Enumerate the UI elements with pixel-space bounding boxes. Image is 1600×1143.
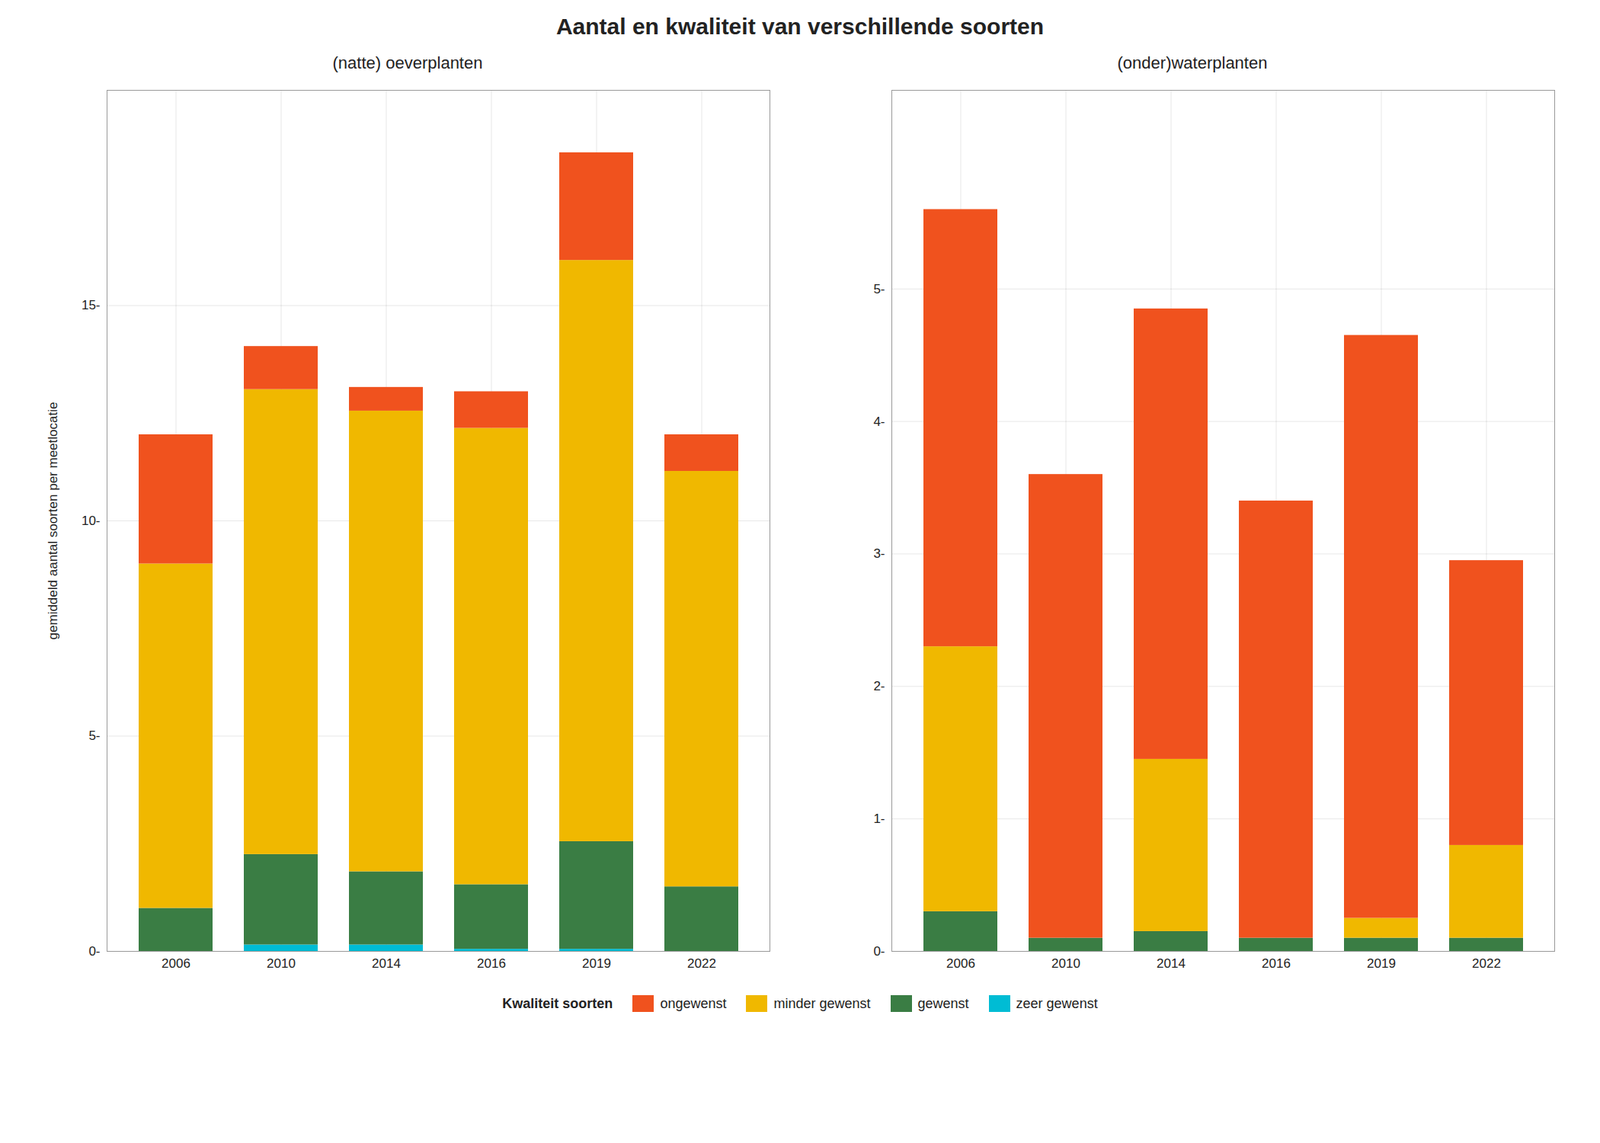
html-text:(natte) oeverplanten: (natte) oeverplanten	[332, 53, 483, 73]
svg-text:2019: 2019	[1366, 956, 1396, 971]
svg-text:2-: 2-	[873, 678, 885, 694]
svg-text:10-: 10-	[81, 513, 101, 528]
svg-text:5-: 5-	[88, 728, 100, 743]
html-text:ongewenst: ongewenst	[660, 995, 727, 1011]
svg-text:2016: 2016	[476, 956, 506, 971]
html-text:zeer gewenst: zeer gewenst	[1016, 995, 1098, 1011]
html-text:Aantal en kwaliteit van versch: Aantal en kwaliteit van verschillende so…	[556, 13, 1044, 39]
html-text:minder gewenst: minder gewenst	[773, 995, 871, 1011]
svg-text:2016: 2016	[1261, 956, 1291, 971]
svg-text:2014: 2014	[371, 956, 401, 971]
svg-text:2019: 2019	[582, 956, 612, 971]
html-text:gewenst: gewenst	[917, 995, 969, 1011]
html-text:(onder)waterplanten: (onder)waterplanten	[1117, 53, 1268, 73]
svg-text:0-: 0-	[88, 944, 100, 959]
svg-text:2006: 2006	[946, 956, 976, 971]
svg-text:5-: 5-	[873, 281, 885, 297]
svg-text:2010: 2010	[266, 956, 296, 971]
svg-text:2022: 2022	[687, 956, 717, 971]
html-text:Kwaliteit soorten: Kwaliteit soorten	[502, 995, 613, 1011]
svg-text:2010: 2010	[1051, 956, 1081, 971]
svg-text:2006: 2006	[161, 956, 191, 971]
svg-text:4-: 4-	[873, 414, 885, 429]
svg-text:3-: 3-	[873, 546, 885, 561]
svg-text:2014: 2014	[1156, 956, 1186, 971]
svg-text:0-: 0-	[873, 944, 885, 959]
svg-text:2022: 2022	[1472, 956, 1501, 971]
svg-text:15-: 15-	[81, 297, 101, 313]
svg-text:1-: 1-	[873, 811, 885, 826]
svg-text:gemiddeld aantal soorten per m: gemiddeld aantal soorten per meetlocatie	[45, 402, 61, 640]
